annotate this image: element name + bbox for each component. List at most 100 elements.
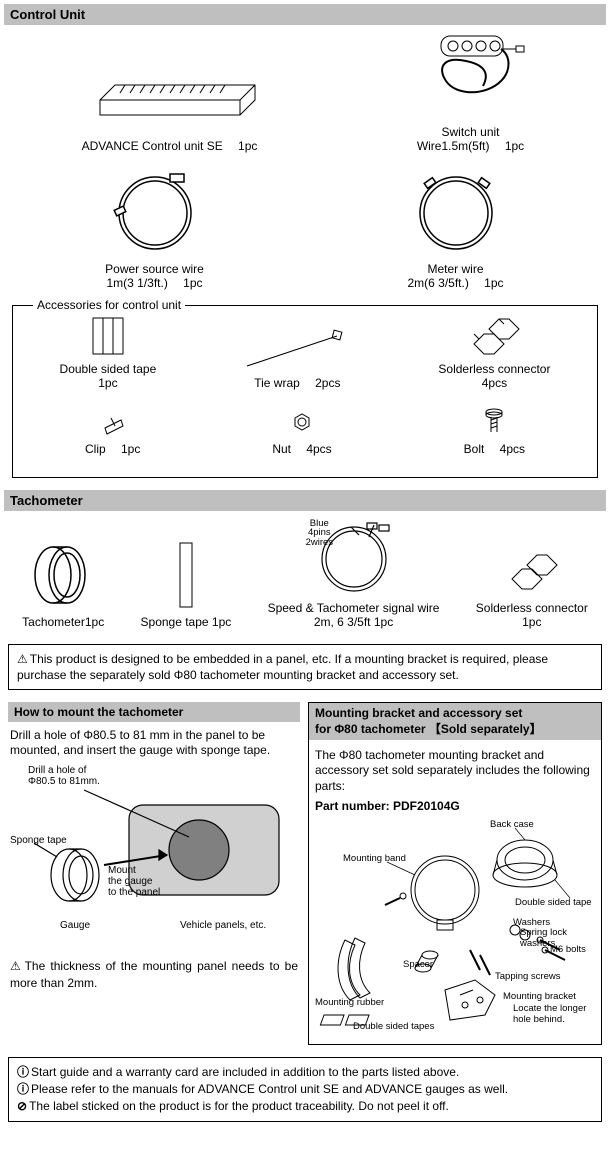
lbl-mount-1: Mount bbox=[108, 865, 160, 876]
lbl-backcase: Back case bbox=[490, 820, 534, 830]
accessories-box: Accessories for control unit Double side… bbox=[12, 305, 598, 478]
part-number: Part number: PDF20104G bbox=[315, 799, 595, 815]
lbl-rubber: Mounting rubber bbox=[315, 998, 384, 1008]
col-bracket: Mounting bracket and accessory set for Φ… bbox=[308, 702, 602, 1045]
section-header-control-unit: Control Unit bbox=[4, 4, 606, 25]
footer-box: Start guide and a warranty card are incl… bbox=[8, 1057, 602, 1121]
solderless-label2: 4pcs bbox=[482, 376, 507, 390]
signal-wire-anno: Blue 4pins 2wires bbox=[306, 519, 333, 548]
bolt-label: Bolt 4pcs bbox=[464, 442, 525, 456]
bolt-icon bbox=[479, 404, 509, 438]
switch-unit-label2: Wire1.5m(5ft) 1pc bbox=[417, 139, 524, 153]
tie-wrap-label: Tie wrap 2pcs bbox=[254, 376, 340, 390]
lbl-dstape: Double sided tape bbox=[515, 898, 592, 908]
footer2-text: Please refer to the manuals for ADVANCE … bbox=[31, 1082, 508, 1096]
lbl-drill-1: Drill a hole of bbox=[28, 765, 100, 776]
lbl-dstapes: Double sided tapes bbox=[353, 1022, 434, 1032]
bracket-diagram: Back case Mounting band Double sided tap… bbox=[315, 820, 595, 1040]
sponge-tape-icon bbox=[166, 539, 206, 611]
item-clip: Clip 1pc bbox=[85, 408, 140, 456]
meter-wire-label2: 2m(6 3/5ft.) 1pc bbox=[407, 276, 503, 290]
footer-line1: Start guide and a warranty card are incl… bbox=[17, 1064, 593, 1081]
lbl-locate-2: hole behind. bbox=[513, 1015, 586, 1025]
anno-2wires: 2wires bbox=[306, 538, 333, 548]
item-meter-wire: Meter wire 2m(6 3/5ft.) 1pc bbox=[401, 168, 511, 291]
ds-tape-icon bbox=[83, 314, 133, 358]
lbl-m6: M6 bolts bbox=[550, 945, 586, 955]
item-signal-wire: Blue 4pins 2wires Speed & Tachometer sig… bbox=[268, 517, 440, 630]
item-power-wire: Power source wire 1m(3 1/3ft.) 1pc bbox=[100, 168, 210, 291]
control-unit-icon bbox=[80, 65, 260, 135]
lbl-drill-2: Φ80.5 to 81mm. bbox=[28, 776, 100, 787]
power-wire-icon bbox=[100, 168, 210, 258]
item-nut: Nut 4pcs bbox=[272, 408, 331, 456]
item-control-unit: ADVANCE Control unit SE 1pc bbox=[80, 65, 260, 153]
lbl-bracket: Mounting bracket bbox=[503, 992, 576, 1002]
footer-line3: The label sticked on the product is for … bbox=[17, 1098, 593, 1115]
mount-columns: How to mount the tachometer Drill a hole… bbox=[8, 702, 602, 1045]
item-solderless2: Solderless connector 1pc bbox=[476, 547, 588, 630]
mount-note: The thickness of the mounting panel need… bbox=[10, 958, 298, 992]
section-header-tachometer: Tachometer bbox=[4, 490, 606, 511]
meter-wire-label1: Meter wire bbox=[427, 262, 483, 276]
tachometer-row: Tachometer1pc Sponge tape 1pc Blue 4pins… bbox=[4, 517, 606, 630]
power-wire-label1: Power source wire bbox=[105, 262, 204, 276]
bracket-header-2: for Φ80 tachometer 【Sold separately】 bbox=[315, 720, 595, 737]
solderless2-icon bbox=[497, 547, 567, 597]
control-unit-label: ADVANCE Control unit SE 1pc bbox=[82, 139, 258, 153]
ds-tape-label2: 1pc bbox=[98, 376, 117, 390]
warning-icon bbox=[17, 652, 30, 666]
mount-note-text: The thickness of the mounting panel need… bbox=[10, 959, 298, 990]
item-tie-wrap: Tie wrap 2pcs bbox=[237, 328, 357, 390]
prohibit-icon bbox=[17, 1099, 29, 1113]
solderless-icon bbox=[464, 314, 524, 358]
signal-wire-label1: Speed & Tachometer signal wire bbox=[268, 601, 440, 615]
lbl-vehicle: Vehicle panels, etc. bbox=[180, 920, 266, 931]
bracket-header: Mounting bracket and accessory set for Φ… bbox=[309, 703, 601, 740]
solderless2-label1: Solderless connector bbox=[476, 601, 588, 615]
item-bolt: Bolt 4pcs bbox=[464, 404, 525, 456]
switch-unit-label1: Switch unit bbox=[441, 125, 499, 139]
signal-wire-label2: 2m, 6 3/5ft 1pc bbox=[314, 615, 393, 629]
mount-intro: Drill a hole of Φ80.5 to 81 mm in the pa… bbox=[10, 728, 298, 759]
power-wire-label2: 1m(3 1/3ft.) 1pc bbox=[106, 276, 202, 290]
nut-label: Nut 4pcs bbox=[272, 442, 331, 456]
info-icon-2 bbox=[17, 1082, 31, 1096]
lbl-tapping: Tapping screws bbox=[495, 972, 560, 982]
tie-wrap-icon bbox=[237, 328, 357, 372]
control-unit-row2: Power source wire 1m(3 1/3ft.) 1pc Meter… bbox=[4, 168, 606, 291]
lbl-mount-2: the gauge bbox=[108, 876, 160, 887]
sponge-tape-label: Sponge tape 1pc bbox=[141, 615, 232, 629]
col-mount: How to mount the tachometer Drill a hole… bbox=[8, 702, 300, 1045]
accessories-title: Accessories for control unit bbox=[33, 298, 185, 312]
tachometer-label: Tachometer1pc bbox=[22, 615, 104, 629]
footer-line2: Please refer to the manuals for ADVANCE … bbox=[17, 1081, 593, 1098]
mount-header: How to mount the tachometer bbox=[8, 702, 300, 722]
nut-icon bbox=[287, 408, 317, 438]
lbl-spacer: Spacer bbox=[403, 960, 433, 970]
lbl-drill: Drill a hole of Φ80.5 to 81mm. bbox=[28, 765, 100, 787]
item-ds-tape: Double sided tape 1pc bbox=[60, 314, 157, 391]
lbl-locate: Locate the longer hole behind. bbox=[513, 1004, 586, 1025]
item-solderless: Solderless connector 4pcs bbox=[438, 314, 550, 391]
solderless2-label2: 1pc bbox=[522, 615, 541, 629]
solderless-label1: Solderless connector bbox=[438, 362, 550, 376]
lbl-band: Mounting band bbox=[343, 854, 406, 864]
lbl-gauge: Gauge bbox=[60, 920, 90, 931]
mount-diagram: Drill a hole of Φ80.5 to 81mm. Sponge ta… bbox=[10, 765, 298, 950]
item-tachometer: Tachometer1pc bbox=[22, 539, 104, 629]
lbl-mount-3: to the panel bbox=[108, 887, 160, 898]
bracket-intro: The Φ80 tachometer mounting bracket and … bbox=[315, 748, 595, 795]
ds-tape-label1: Double sided tape bbox=[60, 362, 157, 376]
footer3-text: The label sticked on the product is for … bbox=[29, 1099, 449, 1113]
info-icon bbox=[17, 1065, 31, 1079]
tachometer-icon bbox=[23, 539, 103, 611]
footer1-text: Start guide and a warranty card are incl… bbox=[31, 1065, 459, 1079]
control-unit-row1: ADVANCE Control unit SE 1pc Switch unit … bbox=[4, 31, 606, 154]
bracket-header-1: Mounting bracket and accessory set bbox=[315, 706, 595, 720]
warning-box-1: This product is designed to be embedded … bbox=[8, 644, 602, 690]
warn-icon-2 bbox=[10, 959, 25, 973]
switch-unit-icon bbox=[411, 31, 531, 121]
clip-icon bbox=[93, 408, 133, 438]
item-switch-unit: Switch unit Wire1.5m(5ft) 1pc bbox=[411, 31, 531, 154]
